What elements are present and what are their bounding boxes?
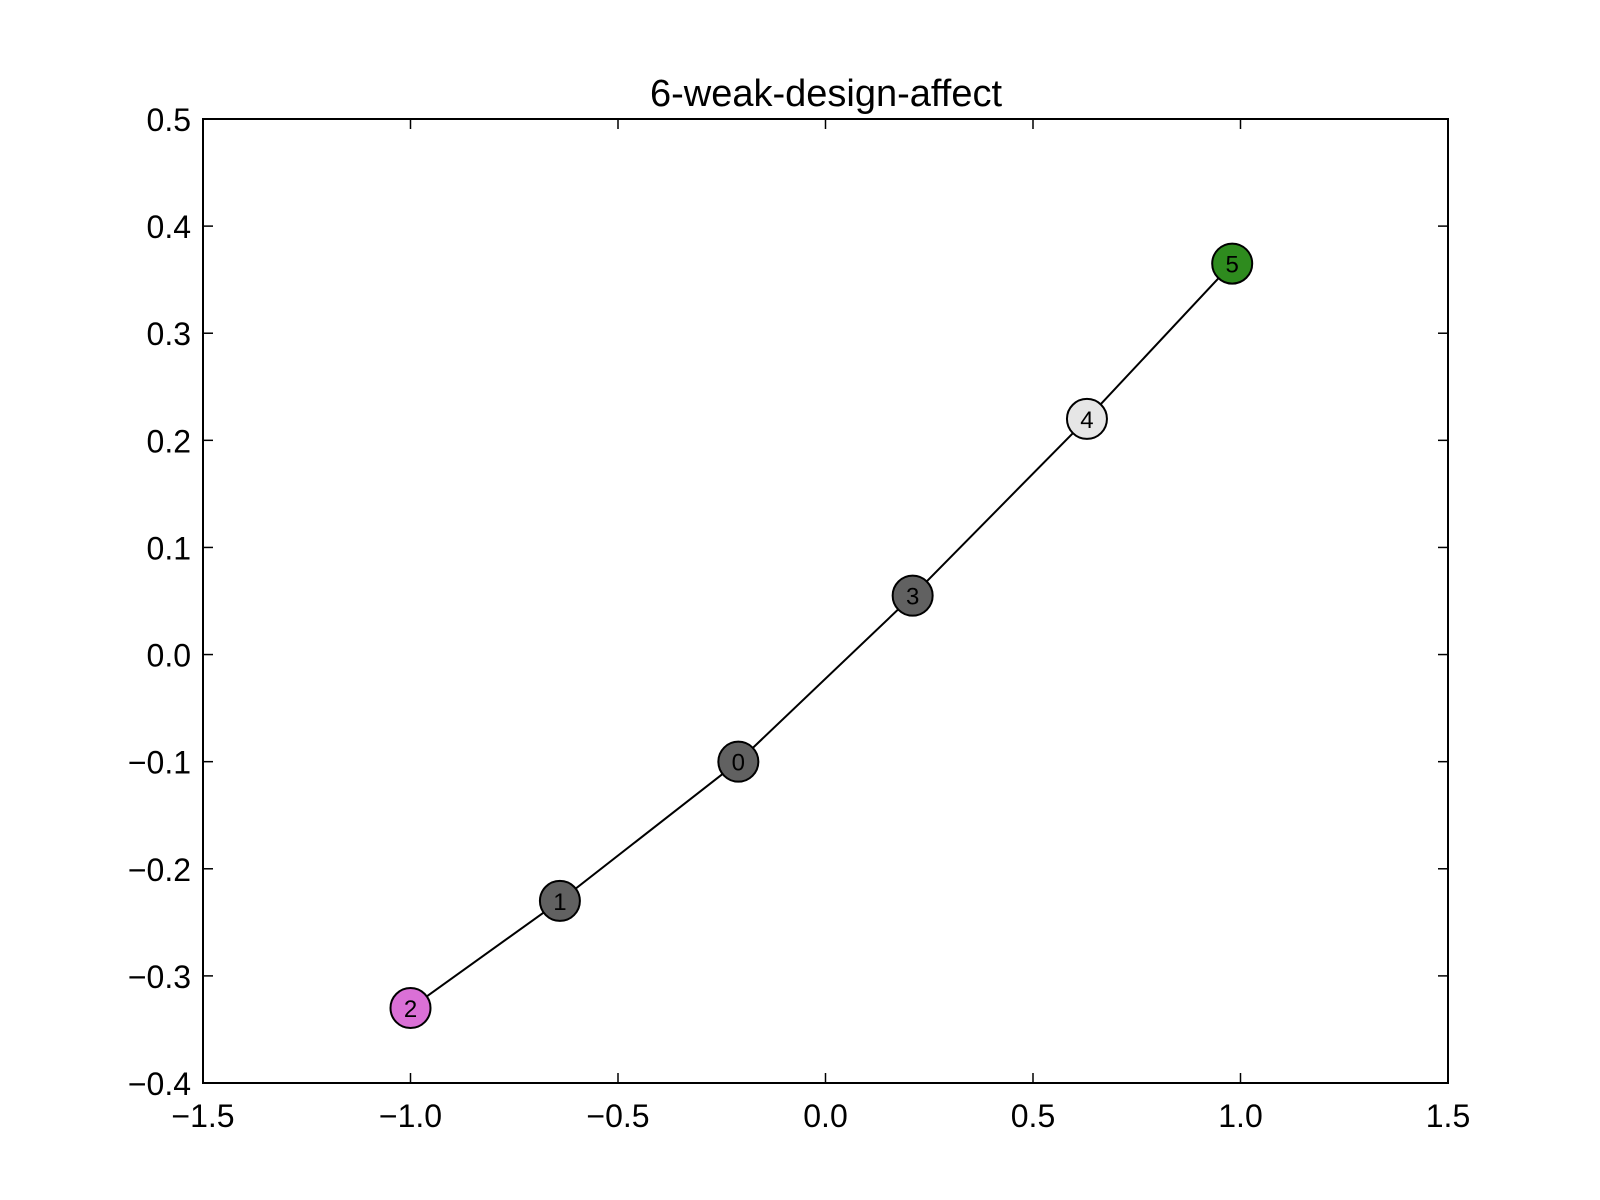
node-2: 2 <box>389 987 432 1030</box>
nodes-layer: 2 1 0 3 4 5 <box>389 242 1254 1030</box>
x-tick-label: 1.0 <box>1218 1098 1262 1134</box>
edges-layer <box>409 262 1233 1009</box>
node-label: 2 <box>404 996 417 1023</box>
node-label: 1 <box>553 889 566 916</box>
y-tick-label: 0.5 <box>147 102 191 138</box>
edge <box>1086 262 1233 420</box>
ticks-layer: −1.5 −1.0 −0.5 0.0 0.5 1.0 1.5 −0.4 −0.3 −0.2 −0.1… <box>128 102 1470 1134</box>
y-tick-label: −0.3 <box>128 959 191 995</box>
y-tick-label: −0.4 <box>128 1066 191 1102</box>
node-4: 4 <box>1065 397 1108 440</box>
node-label: 3 <box>906 584 919 611</box>
edge <box>737 594 914 763</box>
node-marker <box>1065 397 1108 440</box>
node-label: 5 <box>1226 252 1239 279</box>
x-tick-label: 0.0 <box>803 1098 847 1134</box>
node-marker <box>717 740 760 783</box>
node-marker <box>891 574 934 617</box>
y-tick-label: −0.1 <box>128 745 191 781</box>
x-tick-label: 1.5 <box>1426 1098 1470 1134</box>
x-tick-label: −1.0 <box>379 1098 442 1134</box>
x-tick-label: −0.5 <box>586 1098 649 1134</box>
y-tick-label: 0.3 <box>147 316 191 352</box>
x-tick-label: 0.5 <box>1011 1098 1055 1134</box>
node-3: 3 <box>891 574 934 617</box>
node-1: 1 <box>538 879 581 922</box>
node-5: 5 <box>1211 242 1254 285</box>
node-label: 0 <box>732 750 745 777</box>
edge <box>559 760 739 902</box>
node-label: 4 <box>1080 407 1093 434</box>
node-0: 0 <box>717 740 760 783</box>
edge <box>911 418 1088 597</box>
node-marker <box>1211 242 1254 285</box>
node-marker <box>538 879 581 922</box>
y-tick-label: 0.1 <box>147 530 191 566</box>
x-tick-label: −1.5 <box>171 1098 234 1134</box>
y-tick-label: −0.2 <box>128 852 191 888</box>
chart-title: 6-weak-design-affect <box>650 73 1002 115</box>
edge <box>409 900 561 1009</box>
y-tick-label: 0.4 <box>147 209 191 245</box>
y-tick-label: 0.2 <box>147 423 191 459</box>
y-tick-label: 0.0 <box>147 638 191 674</box>
plot-frame <box>202 118 1449 1084</box>
node-marker <box>389 987 432 1030</box>
